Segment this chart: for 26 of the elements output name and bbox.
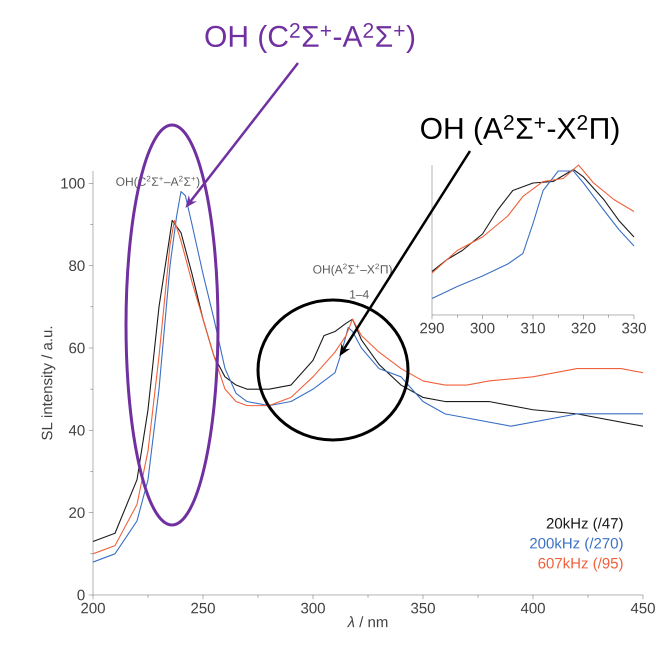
y-axis-title: SL intensity / a.u. xyxy=(41,326,56,440)
x-tick-label: 350 xyxy=(411,602,435,614)
text: 607kHz (/95) xyxy=(538,557,623,572)
y-tick-label: 40 xyxy=(68,425,85,436)
x-tick-label: 330 xyxy=(622,322,646,334)
y-tick-label: 0 xyxy=(77,590,85,600)
x-tick-label: 310 xyxy=(521,322,545,334)
text: 200kHz (/270) xyxy=(530,538,623,552)
y-tick-label: 100 xyxy=(61,178,85,189)
text: 20kHz (/47) xyxy=(546,518,623,532)
x-tick-label: 300 xyxy=(301,602,325,614)
x-tick-label: 400 xyxy=(520,602,545,614)
x-tick-label: 300 xyxy=(470,322,494,334)
x-tick-label: 450 xyxy=(630,602,655,614)
y-tick-label: 20 xyxy=(69,507,85,518)
y-tick-label: 80 xyxy=(69,260,85,271)
annotation: 1–4 xyxy=(350,290,369,298)
annotation: OH(A$^{2}$Σ$^{+}$–X$^{2}$Π) xyxy=(313,264,392,276)
x-tick-label: 250 xyxy=(191,602,215,614)
text: OH (A$^{2}$Σ$^{+}$-X$^{2}$Π) xyxy=(421,115,618,145)
x-tick-label: 290 xyxy=(420,322,444,334)
y-tick-label: 60 xyxy=(69,342,85,354)
x-tick-label: 320 xyxy=(572,322,596,334)
x-tick-label: 200 xyxy=(81,602,105,614)
x-axis-title: λ / nm xyxy=(346,616,388,628)
text: OH (C$^{2}$Σ$^{+}$-A$^{2}$Σ$^{+}$) xyxy=(205,23,414,53)
